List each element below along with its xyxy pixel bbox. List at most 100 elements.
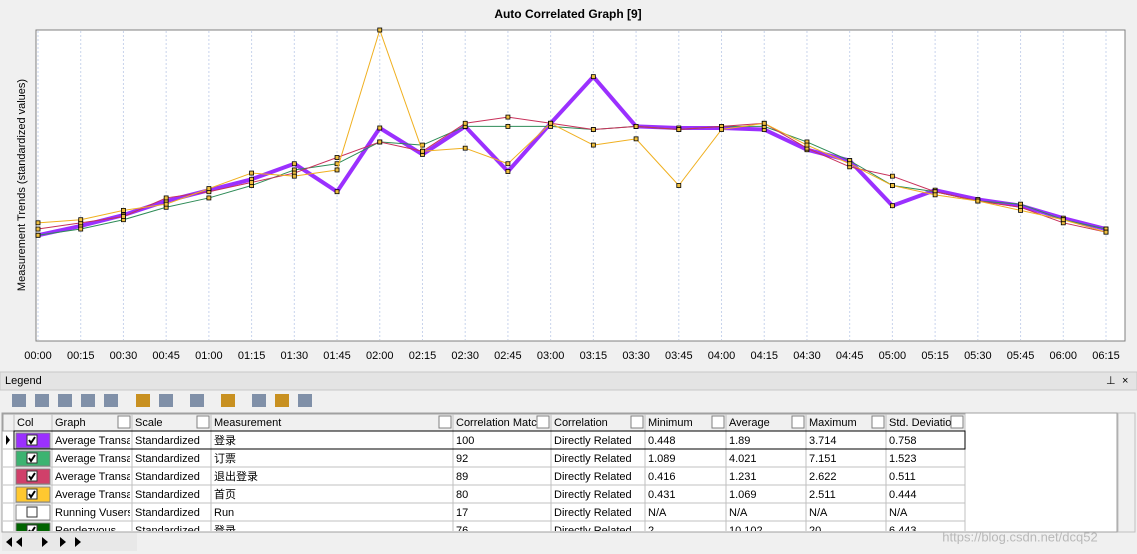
selected-row — [13, 430, 966, 450]
scrollbar[interactable] — [1117, 412, 1136, 533]
point-marker — [206, 186, 212, 192]
tool-icon[interactable] — [159, 394, 173, 407]
column-header: Minimum — [648, 417, 693, 429]
point-marker — [548, 120, 554, 126]
column-header: Correlation Matc — [456, 417, 537, 429]
column-header: Graph — [55, 417, 86, 429]
table-cell: 0.448 — [648, 435, 676, 447]
table-cell: 17 — [456, 507, 468, 519]
table-cell: Standardized — [135, 453, 200, 465]
point-marker — [377, 139, 383, 145]
table-cell: 0.431 — [648, 489, 676, 501]
nav-prev[interactable] — [16, 537, 22, 547]
x-tick-label: 01:15 — [238, 350, 266, 362]
checkbox[interactable] — [26, 524, 38, 535]
table-cell: 2 — [648, 525, 654, 537]
table-cell: 4.021 — [729, 453, 757, 465]
table-cell: Directly Related — [554, 435, 632, 447]
filter-dropdown[interactable] — [630, 415, 644, 429]
column-header: Correlation — [554, 417, 608, 429]
tool-icon[interactable] — [12, 394, 26, 407]
series-line — [37, 74, 1107, 238]
tool-icon[interactable] — [275, 394, 289, 407]
x-tick-label: 02:00 — [366, 350, 394, 362]
point-marker — [505, 124, 511, 129]
nav-last[interactable] — [75, 537, 81, 547]
pin-button[interactable]: ⊥ — [1106, 375, 1116, 387]
tool-icon[interactable] — [221, 394, 235, 407]
tool-icon[interactable] — [298, 394, 312, 407]
x-tick-label: 04:30 — [793, 350, 821, 362]
toolbar — [12, 394, 312, 407]
filter-dropdown[interactable] — [438, 415, 452, 429]
checkbox[interactable] — [26, 506, 38, 518]
table-cell: Standardized — [135, 435, 200, 447]
table-cell: 0.511 — [889, 471, 916, 483]
filter-dropdown[interactable] — [950, 415, 964, 429]
table-cell: 1.89 — [729, 435, 750, 447]
table-cell: Average Transa — [55, 471, 133, 483]
tool-icon[interactable] — [252, 394, 266, 407]
point-marker — [932, 192, 938, 198]
point-marker — [804, 142, 810, 148]
tool-icon[interactable] — [104, 394, 118, 407]
point-marker — [334, 189, 340, 195]
point-marker — [163, 201, 169, 207]
point-marker — [377, 125, 383, 131]
table-cell: 1.089 — [648, 453, 676, 465]
point-marker — [590, 74, 596, 80]
column-header: Std. Deviatio — [889, 417, 951, 429]
table-cell: Average Transa — [55, 489, 133, 501]
close-button[interactable]: × — [1122, 375, 1128, 387]
table-cell: 92 — [456, 453, 468, 465]
point-marker — [633, 136, 639, 142]
table-cell: Directly Related — [554, 471, 632, 483]
filter-dropdown[interactable] — [536, 415, 550, 429]
table-cell: 1.523 — [889, 453, 917, 465]
nav-first[interactable] — [6, 537, 12, 547]
table-cell: 80 — [456, 489, 468, 501]
table-cell: 首页 — [214, 487, 236, 501]
legend-table — [1, 412, 1118, 533]
table-cell: 0.416 — [648, 471, 676, 483]
filter-dropdown[interactable] — [791, 415, 805, 429]
table-cell: Running Vusers — [55, 507, 133, 519]
table-cell: N/A — [729, 507, 748, 519]
filter-dropdown[interactable] — [871, 415, 885, 429]
x-tick-label: 00:00 — [24, 350, 52, 362]
x-tick-label: 02:15 — [409, 350, 437, 362]
nav-buttons — [6, 537, 81, 547]
tool-icon[interactable] — [190, 394, 204, 407]
nav-next-page[interactable] — [60, 537, 66, 547]
filter-dropdown[interactable] — [711, 415, 725, 429]
table-cell: 100 — [456, 435, 474, 447]
point-marker — [1060, 217, 1066, 223]
tool-icon[interactable] — [81, 394, 95, 407]
x-tick-label: 05:30 — [964, 350, 992, 362]
table-cell: 订票 — [214, 452, 236, 465]
filter-dropdown[interactable] — [117, 415, 131, 429]
table-cell: 10.102 — [729, 525, 763, 537]
point-marker — [890, 203, 895, 209]
table-cell: 20 — [809, 525, 821, 537]
point-marker — [505, 169, 511, 174]
y-axis-label: Measurement Trends (standardized values) — [16, 79, 28, 291]
nav-next[interactable] — [42, 537, 48, 547]
column-header: Average — [729, 417, 770, 429]
point-marker — [334, 167, 340, 173]
table-cell: N/A — [809, 507, 828, 519]
tool-icon[interactable] — [35, 394, 49, 407]
tool-icon[interactable] — [136, 394, 150, 407]
filter-dropdown[interactable] — [196, 415, 210, 429]
point-marker — [505, 161, 511, 167]
x-tick-label: 01:00 — [195, 350, 223, 362]
table-cell: Rendezvous — [55, 525, 117, 537]
tool-icon[interactable] — [58, 394, 72, 407]
table-cell: Average Transa — [55, 435, 133, 447]
table-cell: Standardized — [135, 489, 200, 501]
point-marker — [890, 173, 895, 179]
point-marker — [975, 198, 981, 204]
row-indicator — [6, 435, 10, 445]
x-tick-label: 06:15 — [1092, 350, 1120, 362]
